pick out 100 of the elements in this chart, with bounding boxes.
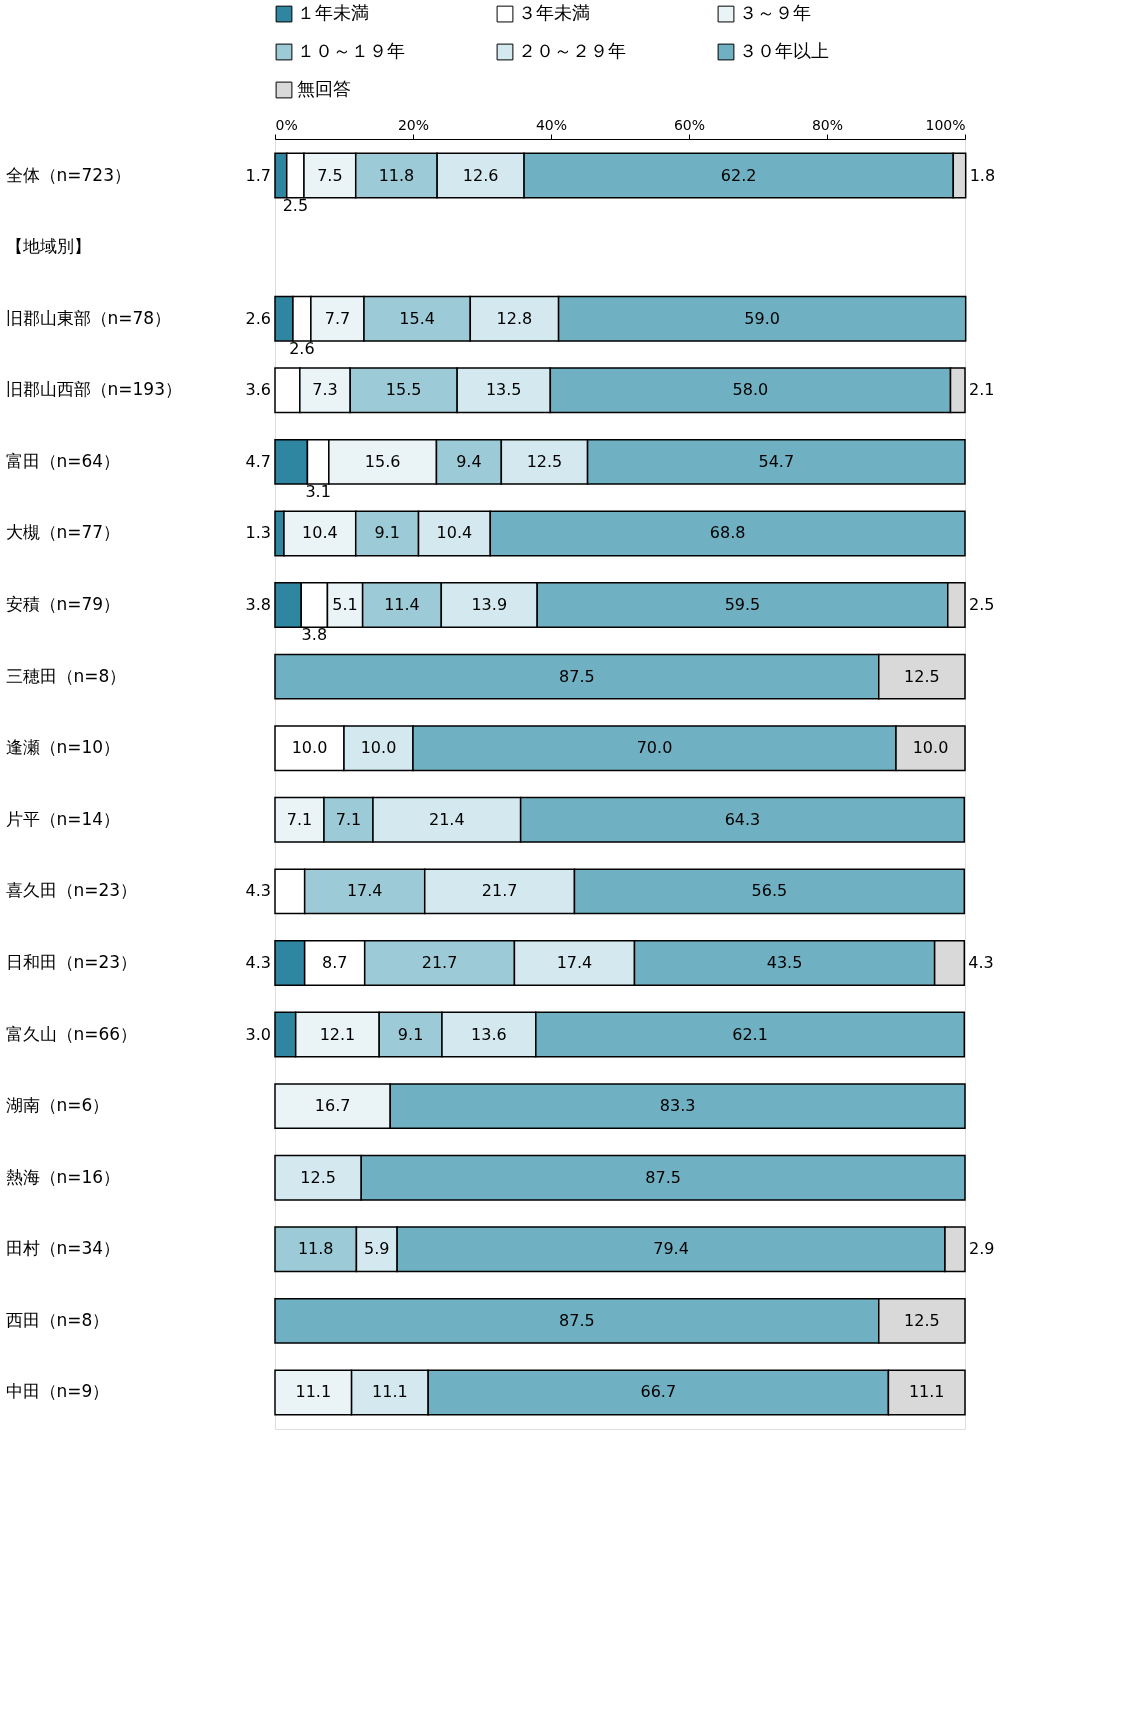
data-label: 11.1 [908,1382,945,1402]
y-tick-label: 片平（n=14） [5,808,121,829]
y-tick-label: 全体（n=723） [5,164,131,185]
data-label: 10.0 [360,738,397,758]
x-tick-label: 80% [811,116,844,133]
data-label: 15.6 [364,451,401,471]
data-label: 1.7 [245,165,271,185]
data-label: 10.0 [912,738,949,758]
data-label: 1.3 [245,523,271,543]
data-label: 10.0 [291,738,328,758]
data-label: 2.5 [969,595,995,615]
data-label: 87.5 [645,1167,681,1187]
x-tick-label: 60% [673,116,706,133]
data-label: 11.1 [295,1382,332,1402]
y-tick-label: 日和田（n=23） [5,951,138,972]
data-label: 56.5 [751,881,788,901]
y-tick-label: 大槻（n=77） [5,522,121,543]
y-tick-label: 湖南（n=6） [5,1095,110,1116]
y-tick-label: 富久山（n=66） [5,1023,138,1044]
data-label: 21.7 [421,952,458,972]
data-label: 7.1 [335,809,362,829]
data-label: 66.7 [640,1382,677,1402]
data-label: 12.5 [300,1167,336,1187]
data-label: 59.0 [744,308,780,328]
data-label: 4.7 [245,451,271,471]
data-label: 7.5 [317,165,343,185]
data-label: 9.4 [456,451,482,471]
data-label: 10.4 [436,523,473,543]
data-label: 4.3 [245,952,271,972]
legend-label: １年未満 [297,2,369,24]
data-label: 12.5 [526,451,563,471]
y-tick-label: 【地域別】 [5,236,91,257]
data-label: 1.8 [969,165,996,185]
data-label: 87.5 [559,666,595,686]
data-label: 4.3 [245,881,271,901]
data-label: 15.5 [385,380,422,400]
data-label: 70.0 [636,738,673,758]
x-tick-label: 20% [397,116,430,133]
data-label: 58.0 [732,380,769,400]
data-label: 2.6 [245,308,271,328]
y-tick-label: 三穂田（n=8） [5,665,127,686]
y-tick-label: 富田（n=64） [5,450,121,471]
y-tick-label: 中田（n=9） [5,1381,110,1402]
data-label: 13.5 [485,380,522,400]
data-label: 12.5 [904,1310,940,1330]
data-label: 10.4 [302,523,338,543]
data-label: 21.7 [481,881,518,901]
data-label: 11.8 [378,165,415,185]
data-label: 9.1 [397,1024,424,1044]
x-tick-label: 0% [275,116,298,133]
data-label: 79.4 [653,1239,689,1259]
legend-label: ２０～２９年 [518,40,626,61]
data-label: 3.8 [245,595,271,615]
legend-label: 無回答 [297,78,351,99]
data-label: 13.9 [471,595,508,615]
data-label: 15.4 [399,308,435,328]
data-label: 59.5 [724,595,761,615]
data-label: 21.4 [429,809,465,829]
data-label: 3.1 [305,481,331,501]
data-label: 5.9 [364,1239,390,1259]
y-tick-label: 喜久田（n=23） [5,880,138,901]
data-label: 5.1 [332,595,358,615]
data-label: 3.0 [245,1024,271,1044]
y-tick-label: 逢瀬（n=10） [5,737,121,758]
data-label: 2.1 [969,380,995,400]
data-label: 2.6 [289,338,315,358]
data-label: 64.3 [724,809,761,829]
legend-label: ３年未満 [518,2,590,24]
legend-label: ３０年以上 [739,40,829,61]
data-label: 17.4 [556,952,593,972]
y-tick-label: 西田（n=8） [5,1309,110,1330]
data-label: 12.6 [462,165,499,185]
data-label: 11.4 [384,595,420,615]
data-label: 3.8 [301,625,328,645]
data-label: 2.5 [282,195,309,215]
data-label: 43.5 [766,952,803,972]
y-tick-label: 旧郡山西部（n=193） [5,379,182,400]
data-label: 16.7 [314,1096,351,1116]
x-tick-label: 100% [925,116,966,133]
data-label: 2.9 [969,1239,995,1259]
data-label: 3.6 [245,380,271,400]
data-label: 54.7 [758,451,795,471]
data-label: 87.5 [559,1310,595,1330]
data-label: 11.1 [372,1382,408,1402]
data-label: 13.6 [471,1024,507,1044]
legend-label: ３～９年 [739,2,811,24]
data-label: 62.2 [720,165,757,185]
y-tick-label: 熱海（n=16） [5,1166,121,1187]
y-tick-label: 旧郡山東部（n=78） [5,307,172,328]
data-label: 17.4 [346,881,383,901]
data-label: 83.3 [659,1096,696,1116]
data-label: 7.3 [312,380,338,400]
data-label: 8.7 [321,952,348,972]
data-label: 7.7 [324,308,351,328]
data-label: 62.1 [732,1024,768,1044]
y-tick-label: 田村（n=34） [5,1238,121,1259]
data-label: 9.1 [374,523,400,543]
data-label: 12.8 [496,308,533,328]
data-label: 11.8 [297,1239,334,1259]
legend-label: １０～１９年 [297,40,405,61]
